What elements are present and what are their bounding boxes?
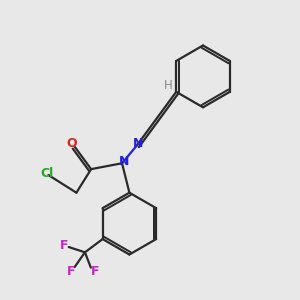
Text: F: F <box>91 265 100 278</box>
Text: N: N <box>119 155 129 168</box>
Text: H: H <box>164 79 172 92</box>
Text: F: F <box>60 239 69 252</box>
Text: Cl: Cl <box>40 167 54 180</box>
Text: N: N <box>133 137 143 150</box>
Text: O: O <box>66 137 77 150</box>
Text: F: F <box>67 265 75 278</box>
